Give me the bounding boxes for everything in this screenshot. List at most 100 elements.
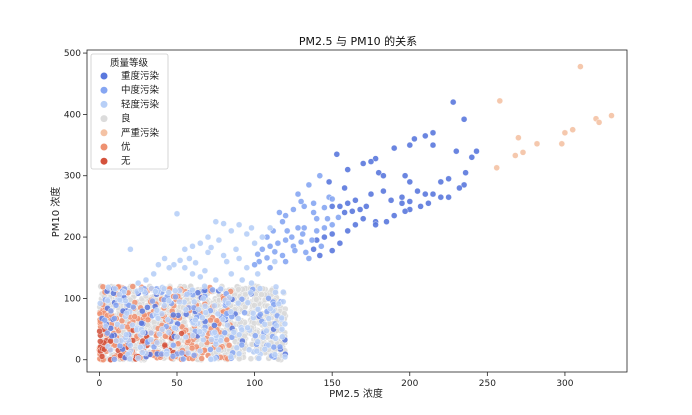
- data-point: [102, 323, 110, 330]
- y-tick-label: 400: [64, 110, 81, 120]
- data-point: [227, 308, 235, 315]
- data-point: [336, 203, 344, 210]
- data-point: [259, 233, 266, 241]
- data-point: [207, 316, 214, 324]
- data-point: [329, 221, 336, 229]
- data-point: [138, 320, 145, 327]
- y-tick-label: 0: [75, 356, 81, 366]
- x-tick-label: 50: [171, 379, 183, 389]
- data-point: [204, 249, 212, 256]
- data-point: [335, 214, 342, 221]
- data-point: [123, 310, 131, 317]
- data-point: [321, 204, 328, 211]
- data-point: [96, 328, 103, 335]
- data-point: [196, 328, 204, 335]
- data-point: [279, 218, 286, 225]
- data-point: [201, 267, 209, 274]
- data-point: [131, 313, 138, 320]
- data-point: [279, 333, 286, 340]
- legend-title: 质量等级: [110, 57, 149, 69]
- legend-marker: [100, 72, 108, 80]
- y-tick-label: 300: [64, 172, 81, 182]
- data-point: [190, 352, 198, 359]
- data-point: [211, 329, 219, 336]
- data-point: [111, 356, 118, 363]
- data-point: [225, 342, 233, 349]
- data-point: [200, 295, 207, 302]
- legend-marker: [100, 115, 108, 123]
- data-point: [186, 255, 193, 262]
- data-point: [344, 166, 351, 173]
- data-point: [266, 224, 274, 232]
- points-layer: [96, 63, 615, 363]
- data-point: [266, 243, 274, 250]
- data-point: [275, 300, 282, 308]
- data-point: [118, 323, 126, 330]
- data-point: [248, 224, 255, 232]
- data-point: [163, 350, 170, 358]
- data-point: [387, 197, 395, 204]
- data-point: [238, 276, 246, 284]
- data-point: [241, 309, 248, 316]
- data-point: [512, 152, 519, 159]
- data-point: [462, 169, 469, 176]
- data-point: [224, 321, 231, 329]
- data-point: [96, 300, 104, 307]
- data-point: [220, 220, 227, 227]
- data-point: [344, 200, 351, 207]
- data-point: [169, 353, 177, 360]
- data-point: [137, 286, 145, 293]
- data-point: [297, 238, 305, 246]
- data-point: [249, 310, 257, 317]
- data-point: [217, 285, 225, 293]
- data-point: [215, 236, 223, 244]
- data-point: [219, 316, 227, 323]
- data-point: [244, 324, 251, 331]
- data-point: [336, 239, 344, 247]
- data-point: [244, 299, 252, 306]
- data-point: [111, 285, 119, 292]
- data-point: [161, 255, 168, 262]
- data-point: [201, 283, 208, 290]
- data-point: [173, 210, 181, 218]
- data-point: [170, 261, 178, 268]
- data-point: [272, 283, 280, 291]
- data-point: [324, 215, 331, 222]
- data-point: [380, 187, 387, 195]
- data-point: [294, 224, 302, 232]
- chart-title: PM2.5 与 PM10 的关系: [299, 34, 417, 48]
- data-point: [437, 193, 444, 201]
- legend-entry-label: 中度污染: [121, 84, 160, 96]
- data-point: [207, 356, 215, 363]
- data-point: [207, 346, 214, 353]
- data-point: [278, 326, 286, 333]
- data-point: [227, 353, 235, 360]
- data-point: [228, 270, 235, 278]
- data-point: [142, 276, 150, 284]
- data-point: [184, 291, 191, 298]
- data-point: [165, 264, 173, 271]
- data-point: [107, 337, 114, 345]
- data-point: [152, 288, 159, 295]
- data-point: [288, 233, 295, 241]
- data-point: [372, 221, 379, 229]
- data-point: [235, 286, 242, 293]
- data-point: [207, 244, 215, 251]
- data-point: [134, 355, 142, 362]
- data-point: [182, 333, 190, 341]
- data-point: [251, 261, 258, 268]
- data-point: [147, 336, 155, 343]
- data-point: [299, 230, 306, 238]
- data-point: [217, 337, 225, 344]
- data-point: [271, 351, 279, 358]
- data-point: [130, 303, 137, 311]
- data-point: [235, 331, 243, 338]
- data-point: [608, 112, 615, 119]
- data-point: [414, 187, 421, 195]
- data-point: [211, 302, 218, 309]
- x-tick-label: 0: [97, 379, 103, 389]
- legend-marker: [100, 143, 108, 151]
- data-point: [255, 355, 262, 362]
- data-point: [329, 203, 336, 210]
- data-point: [272, 335, 279, 342]
